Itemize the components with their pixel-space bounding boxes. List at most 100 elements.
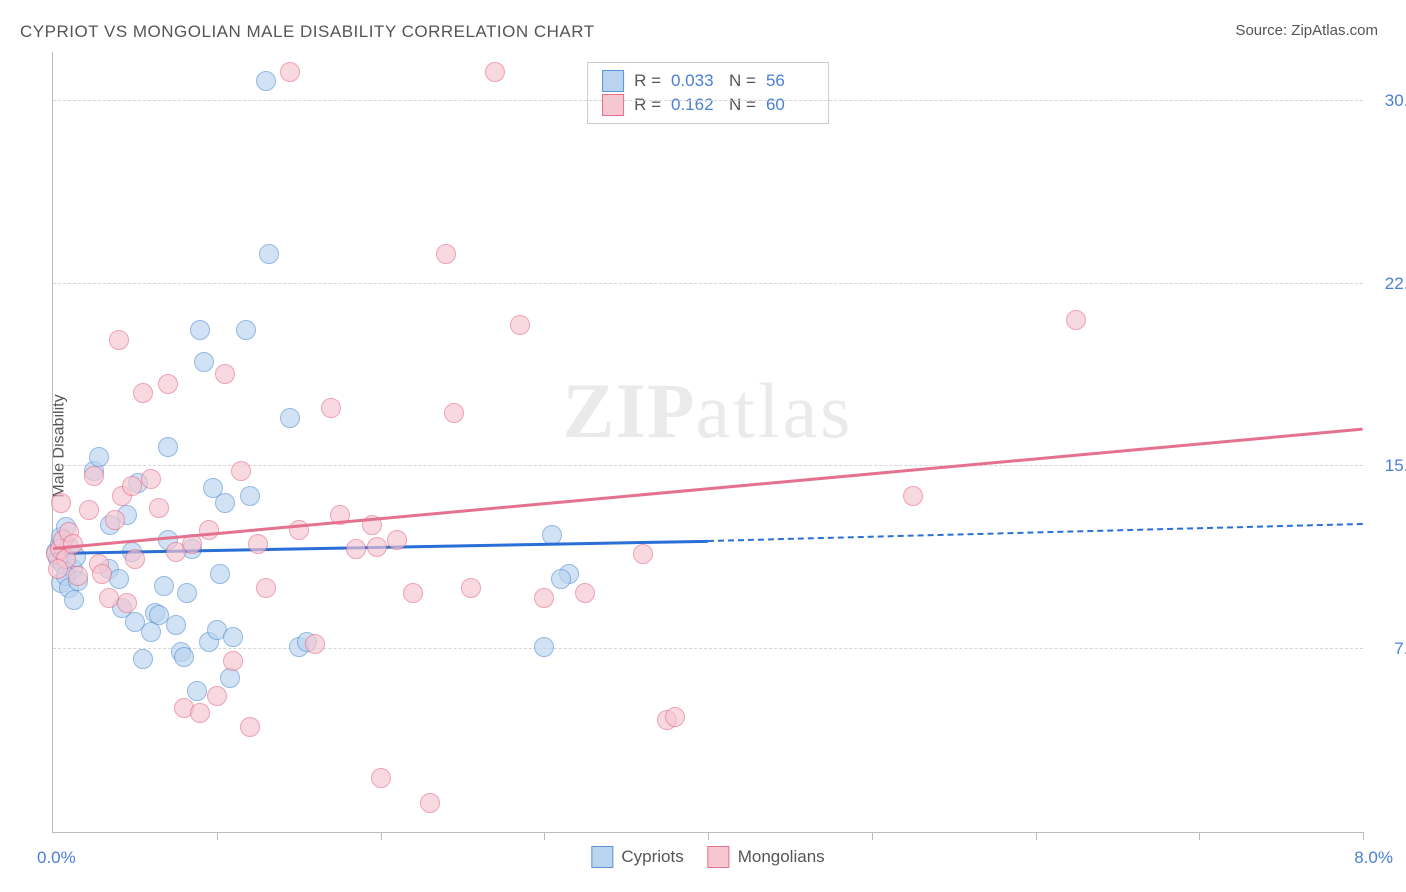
gridline [53, 648, 1363, 649]
legend-swatch [591, 846, 613, 868]
scatter-point [215, 364, 235, 384]
scatter-point [141, 469, 161, 489]
scatter-point [220, 668, 240, 688]
y-tick-label: 7.5% [1373, 639, 1406, 659]
x-axis-min-label: 0.0% [37, 848, 76, 868]
scatter-point [633, 544, 653, 564]
x-tick [544, 832, 545, 840]
scatter-point [321, 398, 341, 418]
scatter-point [105, 510, 125, 530]
scatter-point [367, 537, 387, 557]
scatter-point [231, 461, 251, 481]
legend-row: R =0.033N =56 [602, 69, 814, 93]
scatter-point [259, 244, 279, 264]
scatter-point [240, 486, 260, 506]
scatter-point [79, 500, 99, 520]
scatter-point [575, 583, 595, 603]
x-tick [1363, 832, 1364, 840]
x-tick [217, 832, 218, 840]
scatter-point [89, 447, 109, 467]
scatter-point [99, 588, 119, 608]
scatter-point [223, 651, 243, 671]
scatter-point [190, 320, 210, 340]
correlation-legend: R =0.033N =56R =0.162N =60 [587, 62, 829, 124]
chart-title: CYPRIOT VS MONGOLIAN MALE DISABILITY COR… [20, 22, 595, 42]
legend-label: Cypriots [621, 847, 683, 867]
x-tick [381, 832, 382, 840]
legend-label: Mongolians [738, 847, 825, 867]
scatter-point [461, 578, 481, 598]
legend-item: Mongolians [708, 846, 825, 868]
scatter-point [84, 466, 104, 486]
scatter-point [420, 793, 440, 813]
scatter-point [256, 578, 276, 598]
scatter-point [387, 530, 407, 550]
scatter-point [154, 576, 174, 596]
scatter-point [141, 622, 161, 642]
scatter-point [207, 686, 227, 706]
legend-swatch [602, 94, 624, 116]
scatter-point [174, 647, 194, 667]
legend-swatch [602, 70, 624, 92]
x-tick [1199, 832, 1200, 840]
scatter-point [190, 703, 210, 723]
scatter-point [248, 534, 268, 554]
plot-area: ZIPatlas R =0.033N =56R =0.162N =60 0.0%… [52, 52, 1363, 833]
scatter-point [68, 566, 88, 586]
scatter-point [1066, 310, 1086, 330]
scatter-point [199, 520, 219, 540]
x-tick [1036, 832, 1037, 840]
scatter-point [187, 681, 207, 701]
scatter-point [177, 583, 197, 603]
y-tick-label: 15.0% [1373, 456, 1406, 476]
scatter-point [510, 315, 530, 335]
scatter-point [92, 564, 112, 584]
regression-line [708, 522, 1363, 541]
source-credit: Source: ZipAtlas.com [1235, 22, 1378, 39]
scatter-point [256, 71, 276, 91]
scatter-point [665, 707, 685, 727]
scatter-point [305, 634, 325, 654]
legend-item: Cypriots [591, 846, 683, 868]
scatter-point [223, 627, 243, 647]
scatter-point [903, 486, 923, 506]
gridline [53, 283, 1363, 284]
scatter-point [280, 62, 300, 82]
scatter-point [240, 717, 260, 737]
legend-row: R =0.162N =60 [602, 93, 814, 117]
x-tick [872, 832, 873, 840]
scatter-point [215, 493, 235, 513]
x-tick [708, 832, 709, 840]
scatter-point [210, 564, 230, 584]
scatter-point [149, 498, 169, 518]
scatter-point [371, 768, 391, 788]
scatter-point [133, 649, 153, 669]
scatter-point [133, 383, 153, 403]
scatter-point [346, 539, 366, 559]
gridline [53, 100, 1363, 101]
scatter-point [158, 437, 178, 457]
scatter-point [289, 520, 309, 540]
scatter-point [48, 559, 68, 579]
scatter-point [485, 62, 505, 82]
scatter-point [64, 590, 84, 610]
scatter-point [551, 569, 571, 589]
scatter-point [166, 615, 186, 635]
scatter-point [444, 403, 464, 423]
scatter-point [534, 637, 554, 657]
scatter-point [534, 588, 554, 608]
x-axis-max-label: 8.0% [1354, 848, 1393, 868]
scatter-point [125, 549, 145, 569]
scatter-point [117, 593, 137, 613]
scatter-point [436, 244, 456, 264]
scatter-point [122, 476, 142, 496]
scatter-point [194, 352, 214, 372]
series-legend: Cypriots Mongolians [591, 846, 824, 868]
scatter-point [158, 374, 178, 394]
scatter-point [51, 493, 71, 513]
y-tick-label: 22.5% [1373, 274, 1406, 294]
legend-swatch [708, 846, 730, 868]
watermark: ZIPatlas [563, 366, 854, 456]
scatter-point [109, 330, 129, 350]
scatter-point [280, 408, 300, 428]
